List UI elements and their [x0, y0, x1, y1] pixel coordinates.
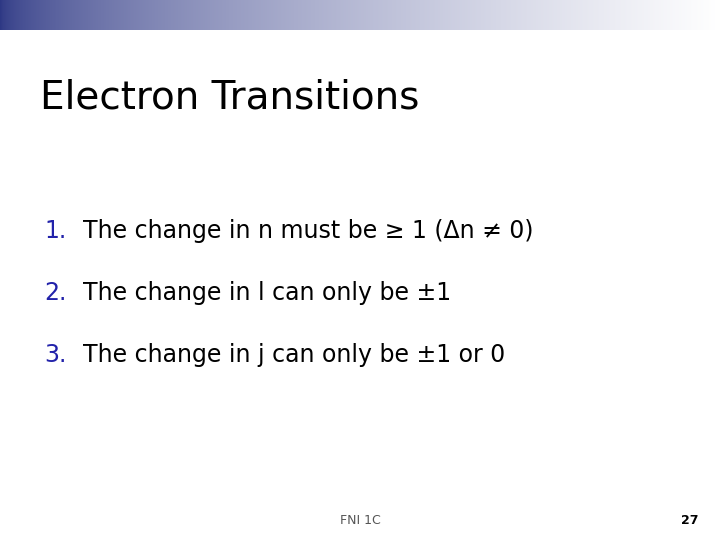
Text: 2.: 2.: [45, 281, 67, 305]
Text: The change in l can only be ±1: The change in l can only be ±1: [83, 281, 451, 305]
Text: FNI 1C: FNI 1C: [340, 514, 380, 526]
Text: 3.: 3.: [45, 343, 67, 367]
Text: 27: 27: [681, 514, 698, 526]
Text: The change in j can only be ±1 or 0: The change in j can only be ±1 or 0: [83, 343, 505, 367]
Text: Electron Transitions: Electron Transitions: [40, 78, 419, 116]
Text: The change in n must be ≥ 1 (Δn ≠ 0): The change in n must be ≥ 1 (Δn ≠ 0): [83, 219, 534, 242]
Text: 1.: 1.: [45, 219, 67, 242]
